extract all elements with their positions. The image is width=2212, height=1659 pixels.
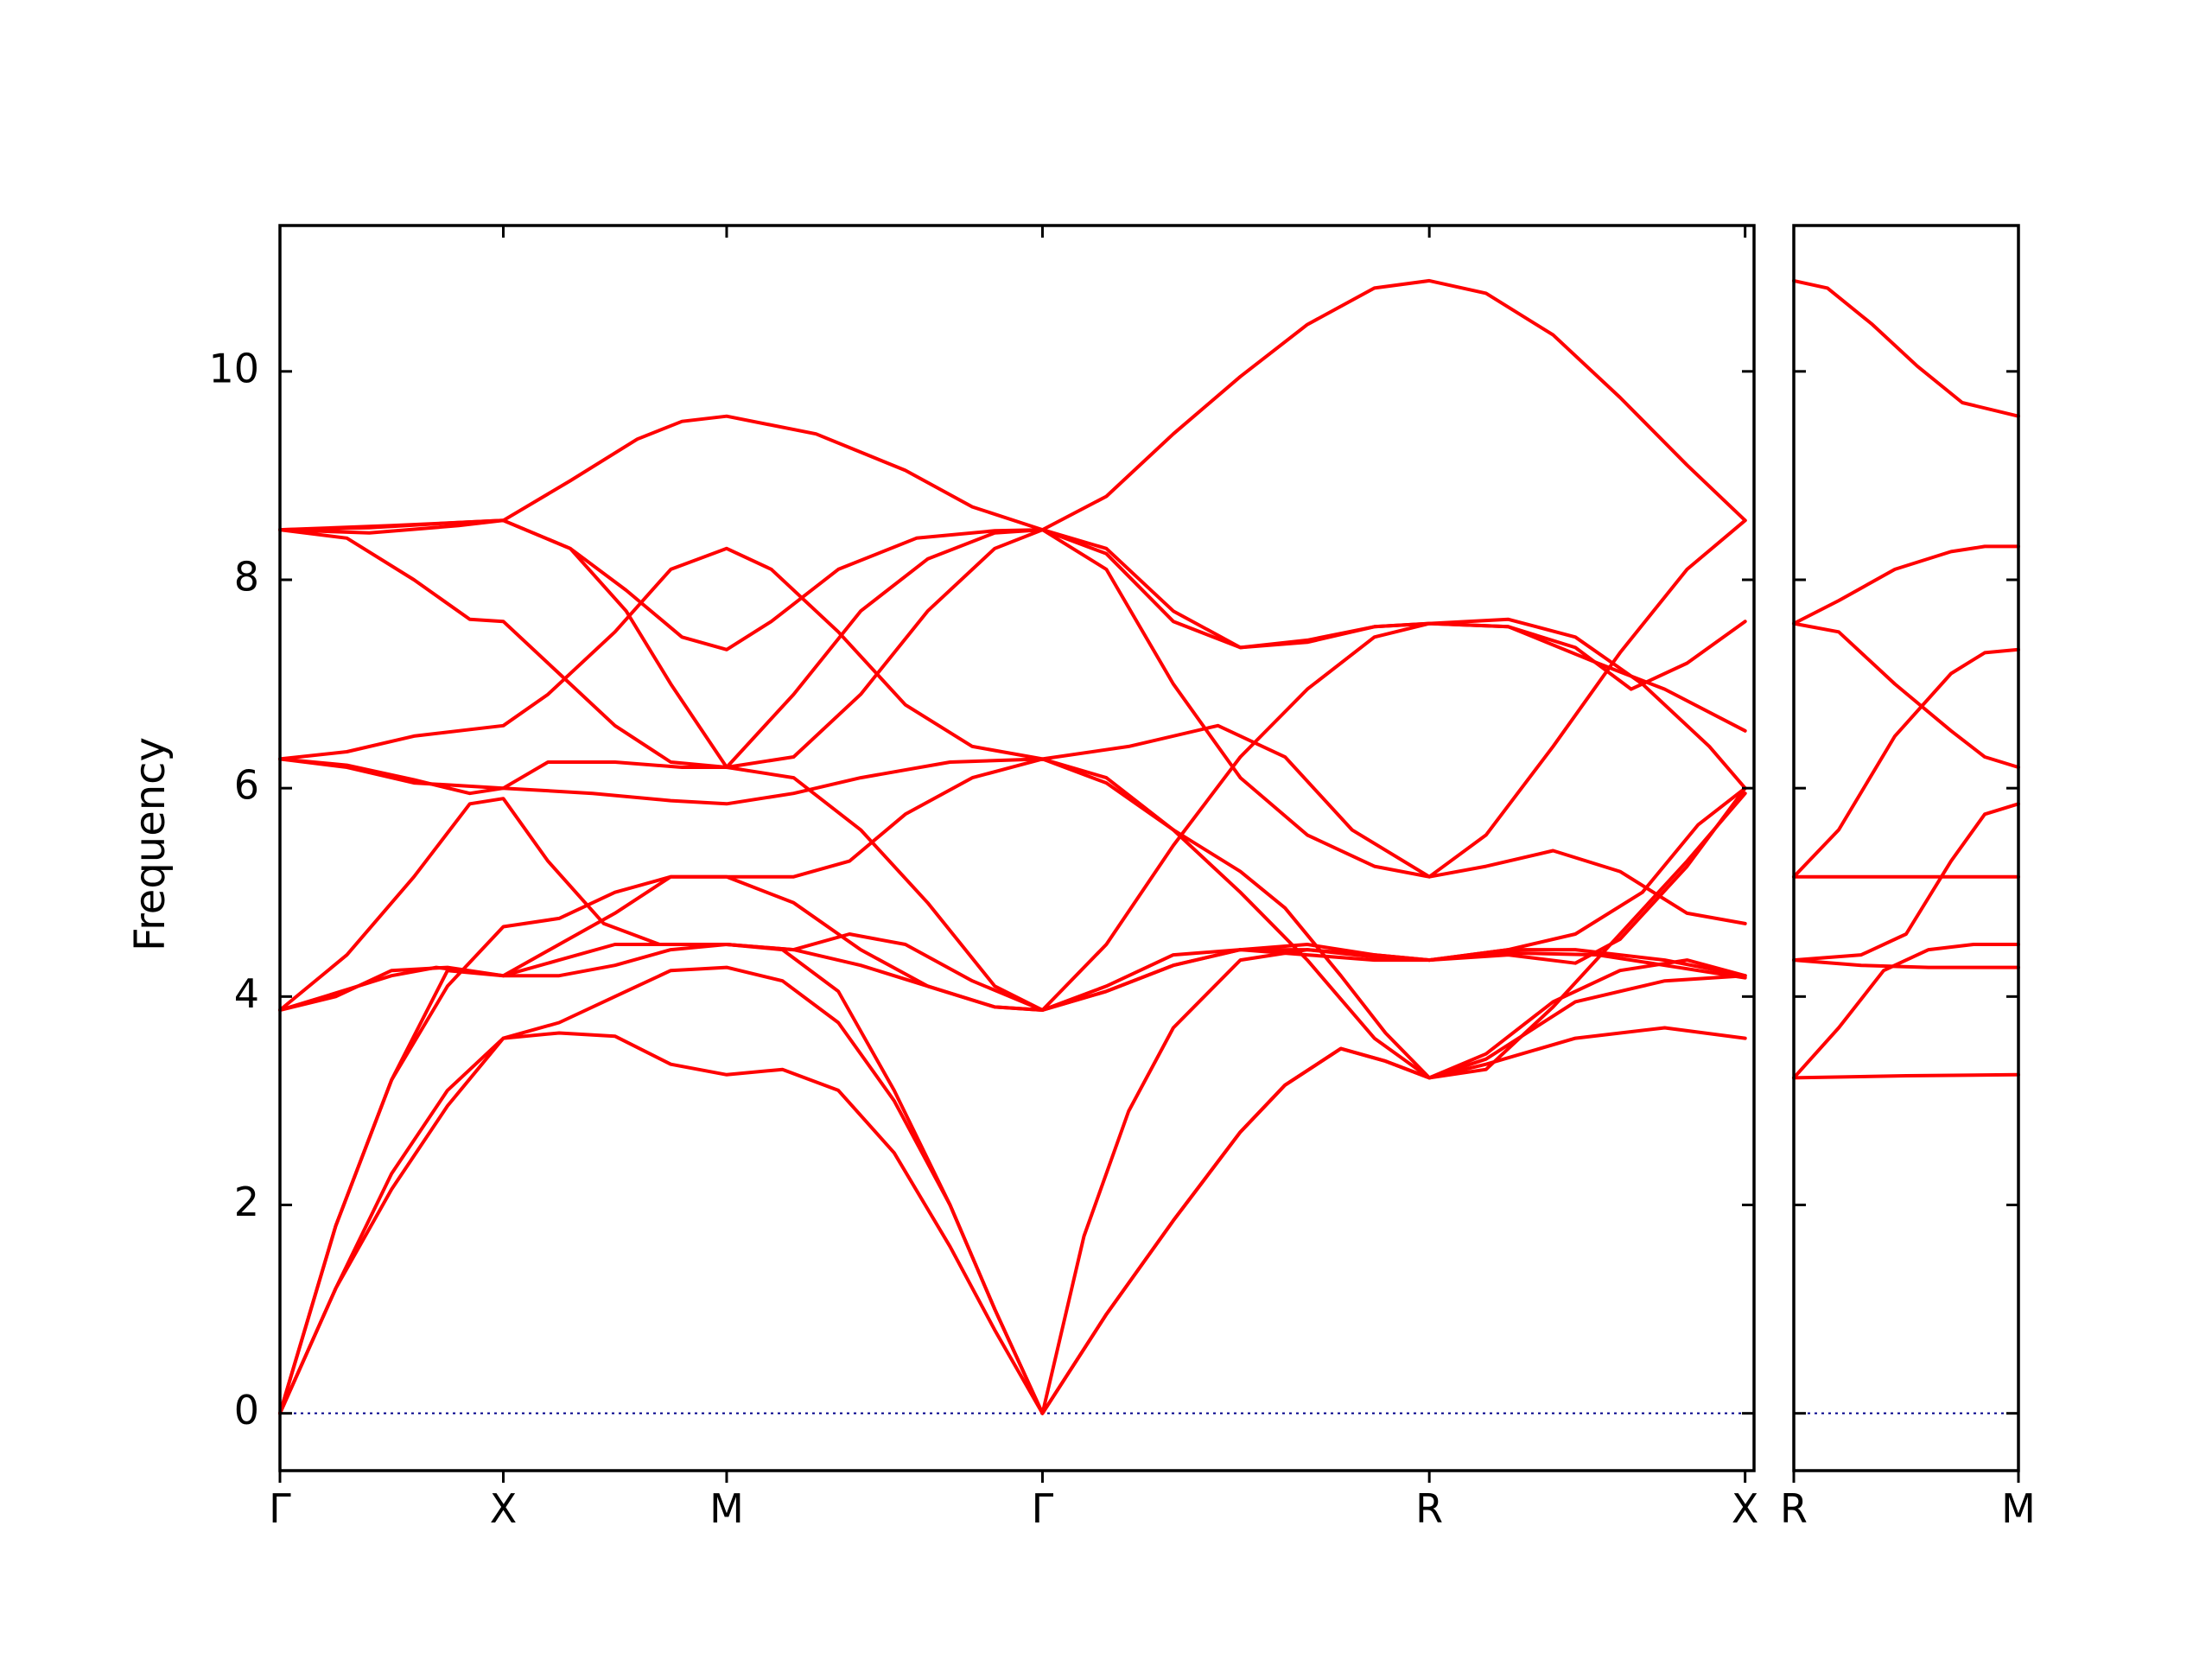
band-2-line [278, 943, 1747, 1415]
plot-frame [1792, 224, 2020, 1472]
y-axis-label: Frequency [126, 737, 175, 951]
band-12-line [278, 786, 1747, 1415]
band-7-line [278, 528, 1747, 791]
x-tick-label: Γ [269, 1485, 291, 1532]
band-9-line [1792, 278, 2020, 418]
band-8-line [278, 518, 1747, 691]
x-tick-label: M [2001, 1485, 2036, 1532]
band-3-line [1792, 958, 2020, 969]
y-tick-label: 8 [234, 553, 259, 600]
band-6-line [1792, 647, 2020, 879]
band-7-line [1792, 621, 2020, 769]
x-tick-label: X [1732, 1485, 1759, 1532]
band-13-line [278, 958, 1747, 1415]
band-10-line [278, 757, 1747, 1012]
band-4-line [1792, 802, 2020, 963]
band-14-line [278, 518, 1747, 879]
band-1-line [278, 1026, 1747, 1415]
x-tick-label: X [490, 1485, 518, 1532]
y-tick-label: 4 [234, 970, 259, 1017]
y-tick-label: 10 [208, 345, 259, 391]
y-tick-label: 2 [234, 1179, 259, 1225]
x-tick-label: M [709, 1485, 744, 1532]
y-tick-label: 0 [234, 1387, 259, 1433]
y-tick-label: 6 [234, 762, 259, 809]
plot-frame [278, 224, 1756, 1472]
band-8-line [1792, 544, 2020, 626]
band-1-line [1792, 1072, 2020, 1080]
band-2-line [1792, 943, 2020, 1080]
x-tick-label: Γ [1032, 1485, 1054, 1532]
y-tick-labels: 0 2 4 6 8 10 [208, 345, 259, 1433]
x-tick-label: R [1415, 1485, 1443, 1532]
x-tick-label: R [1780, 1485, 1808, 1532]
band-11-line [278, 757, 1747, 1080]
band-9-line [278, 278, 1747, 532]
